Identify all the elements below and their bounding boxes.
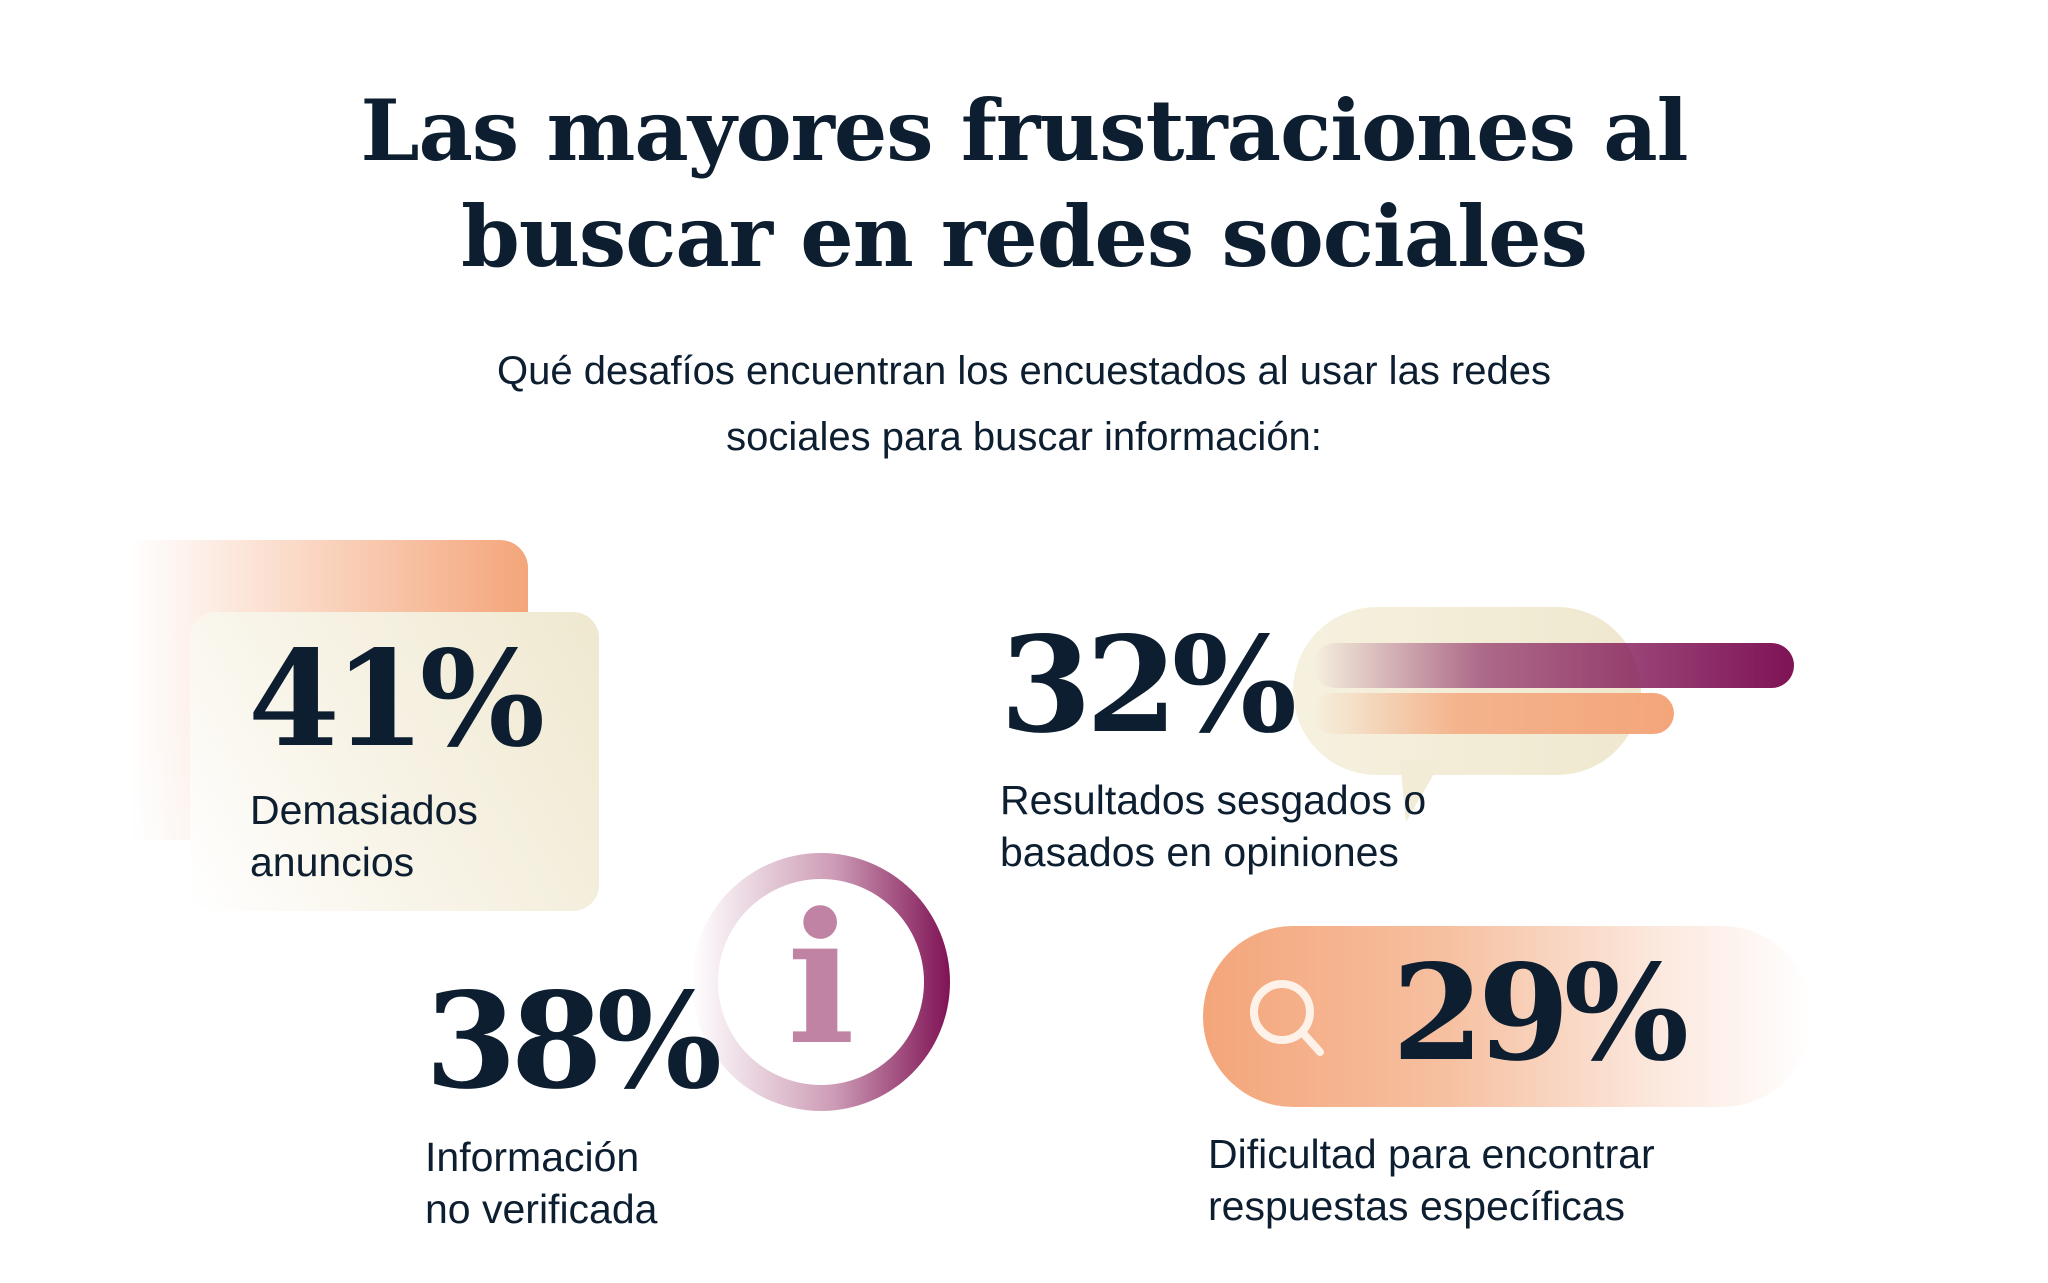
speech-bubble-icon [1293, 607, 1641, 775]
label-line: Información [425, 1134, 640, 1180]
label-line: basados en opiniones [1000, 829, 1399, 875]
label-line: Resultados sesgados o [1000, 777, 1427, 823]
search-pill-decoration [1203, 926, 1812, 1107]
stat-value-ads: 41% [248, 622, 545, 777]
info-icon: i [786, 874, 856, 1085]
label-line: Demasiados [250, 787, 478, 833]
page-title: Las mayores frustraciones al buscar en r… [0, 78, 2048, 290]
stat-label-biased: Resultados sesgados o basados en opinion… [1000, 774, 1426, 878]
stat-value-biased: 32% [1000, 608, 1297, 763]
stat-value-unverified: 38% [425, 964, 722, 1119]
stat-label-ads: Demasiados anuncios [250, 784, 478, 888]
search-icon [1250, 980, 1324, 1056]
stat-label-specific: Dificultad para encontrar respuestas esp… [1208, 1128, 1655, 1232]
speech-bubble-tail [1400, 760, 1442, 822]
title-line-2: buscar en redes sociales [461, 187, 1588, 286]
label-line: no verificada [425, 1186, 658, 1232]
label-line: respuestas específicas [1208, 1183, 1626, 1229]
subtitle: Qué desafíos encuentran los encuestados … [0, 338, 2048, 470]
purple-bar-decoration [1313, 643, 1794, 688]
stat-label-unverified: Información no verificada [425, 1131, 657, 1235]
label-line: Dificultad para encontrar [1208, 1131, 1655, 1177]
label-line: anuncios [250, 839, 415, 885]
title-line-1: Las mayores frustraciones al [360, 81, 1688, 180]
stat-value-specific: 29% [1392, 936, 1689, 1091]
stacked-card-front-decoration [190, 612, 599, 911]
orange-bar-decoration [1313, 693, 1674, 734]
subtitle-line-1: Qué desafíos encuentran los encuestados … [497, 349, 1551, 393]
subtitle-line-2: sociales para buscar información: [726, 415, 1322, 459]
info-icon-center [718, 879, 924, 1085]
